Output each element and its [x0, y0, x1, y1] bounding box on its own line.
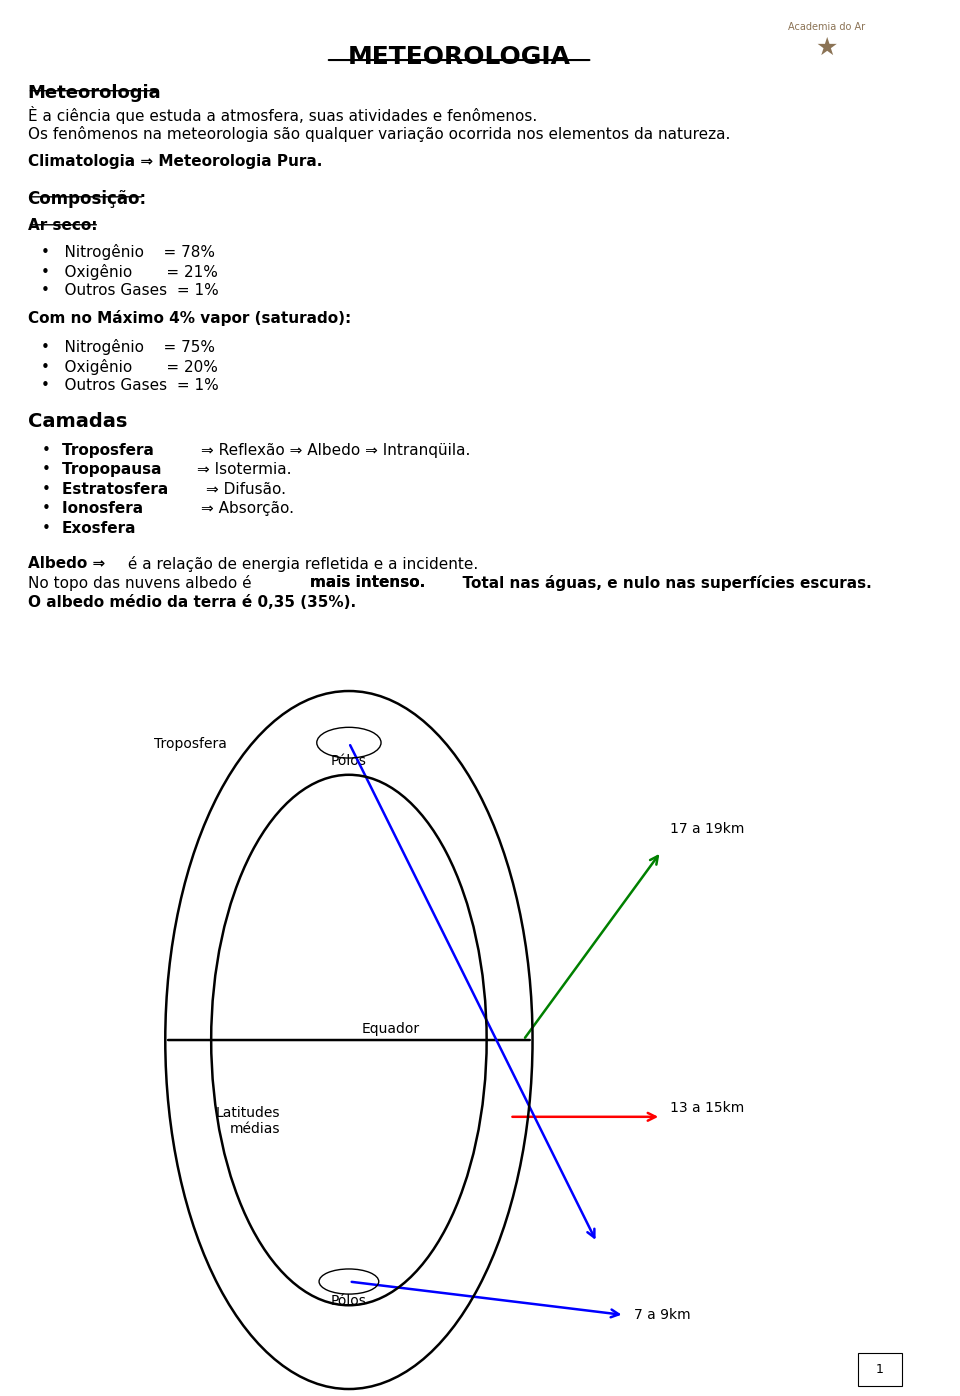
- Text: 13 a 15km: 13 a 15km: [670, 1101, 745, 1115]
- Text: È a ciência que estuda a atmosfera, suas atividades e fenômenos.: È a ciência que estuda a atmosfera, suas…: [28, 106, 537, 124]
- Text: Pólos: Pólos: [331, 754, 367, 768]
- Text: mais intenso.: mais intenso.: [309, 575, 424, 591]
- Text: mais intenso.: mais intenso.: [309, 575, 424, 591]
- Text: Ar seco:: Ar seco:: [28, 218, 97, 233]
- Text: O albedo médio da terra é 0,35 (35%).: O albedo médio da terra é 0,35 (35%).: [28, 595, 355, 610]
- Text: Climatologia ⇒ Meteorologia Pura.: Climatologia ⇒ Meteorologia Pura.: [28, 154, 322, 169]
- Text: •   Oxigênio       = 21%: • Oxigênio = 21%: [41, 264, 218, 279]
- Text: ⇒ Absorção.: ⇒ Absorção.: [201, 501, 294, 517]
- Text: •   Outros Gases  = 1%: • Outros Gases = 1%: [41, 378, 219, 394]
- Text: •   Nitrogênio    = 75%: • Nitrogênio = 75%: [41, 339, 215, 355]
- Text: 7 a 9km: 7 a 9km: [634, 1308, 690, 1322]
- Text: Latitudes
médias: Latitudes médias: [216, 1106, 280, 1136]
- Text: Com no Máximo 4% vapor (saturado):: Com no Máximo 4% vapor (saturado):: [28, 310, 350, 325]
- Text: ⇒ Reflexão ⇒ Albedo ⇒ Intranqüila.: ⇒ Reflexão ⇒ Albedo ⇒ Intranqüila.: [201, 443, 470, 458]
- Text: é a relação de energia refletida e a incidente.: é a relação de energia refletida e a inc…: [123, 556, 478, 571]
- Text: No topo das nuvens albedo é: No topo das nuvens albedo é: [28, 575, 256, 591]
- Text: •: •: [41, 521, 50, 536]
- Text: Composição:: Composição:: [28, 190, 147, 208]
- Text: 1: 1: [876, 1364, 883, 1376]
- Text: •   Outros Gases  = 1%: • Outros Gases = 1%: [41, 283, 219, 299]
- Text: Equador: Equador: [361, 1022, 420, 1036]
- Text: Pólos: Pólos: [331, 1294, 367, 1308]
- Text: •   Nitrogênio    = 78%: • Nitrogênio = 78%: [41, 244, 215, 260]
- Text: Exosfera: Exosfera: [61, 521, 136, 536]
- Text: Estratosfera: Estratosfera: [61, 482, 179, 497]
- Text: Meteorologia: Meteorologia: [28, 84, 161, 102]
- Text: Troposfera: Troposfera: [61, 443, 175, 458]
- Text: •: •: [41, 501, 50, 517]
- Text: Academia do Ar: Academia do Ar: [788, 22, 865, 32]
- Text: Albedo ⇒: Albedo ⇒: [28, 556, 105, 571]
- Text: •: •: [41, 443, 50, 458]
- Text: ★: ★: [815, 36, 837, 60]
- Text: Troposfera: Troposfera: [155, 737, 228, 751]
- Text: Tropopausa: Tropopausa: [61, 462, 172, 477]
- Text: Os fenômenos na meteorologia são qualquer variação ocorrida nos elementos da nat: Os fenômenos na meteorologia são qualque…: [28, 126, 730, 141]
- Text: ⇒ Difusão.: ⇒ Difusão.: [205, 482, 286, 497]
- Text: •   Oxigênio       = 20%: • Oxigênio = 20%: [41, 359, 218, 374]
- Text: Total nas águas, e nulo nas superfícies escuras.: Total nas águas, e nulo nas superfícies …: [452, 575, 872, 591]
- Text: METEOROLOGIA: METEOROLOGIA: [348, 45, 570, 68]
- Text: Camadas: Camadas: [28, 412, 127, 431]
- Text: ⇒ Isotermia.: ⇒ Isotermia.: [197, 462, 292, 477]
- Text: 17 a 19km: 17 a 19km: [670, 822, 745, 836]
- Text: Ionosfera: Ionosfera: [61, 501, 174, 517]
- Text: •: •: [41, 462, 50, 477]
- Text: •: •: [41, 482, 50, 497]
